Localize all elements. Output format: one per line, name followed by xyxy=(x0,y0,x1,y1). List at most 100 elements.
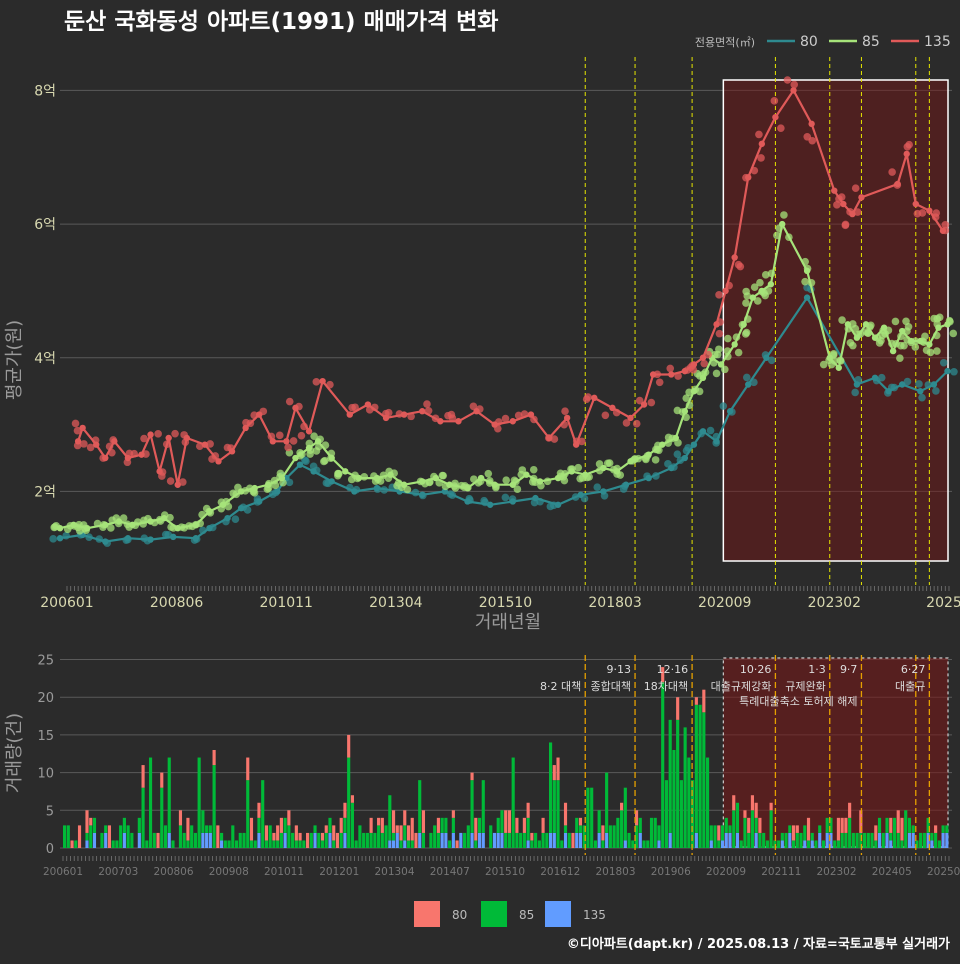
volume-bar-85 xyxy=(350,802,354,848)
volume-bar-85 xyxy=(810,832,814,841)
volume-bar-80 xyxy=(324,825,328,833)
price-point-80 xyxy=(243,506,252,514)
volume-xtick-label-10: 201803 xyxy=(595,866,635,878)
volume-xtick-label-1: 200703 xyxy=(98,866,138,878)
price-marker-80 xyxy=(206,524,213,532)
volume-bar-85 xyxy=(896,832,900,848)
price-marker-135 xyxy=(346,411,353,418)
volume-bar-85 xyxy=(474,840,478,848)
volume-bar-85 xyxy=(713,825,717,848)
volume-bar-85 xyxy=(324,832,328,848)
volume-bar-85 xyxy=(582,825,586,848)
volume-bar-85 xyxy=(466,825,470,848)
volume-bar-80 xyxy=(406,825,411,841)
volume-bar-85 xyxy=(264,840,269,848)
volume-bar-85 xyxy=(66,825,70,848)
volume-bar-85 xyxy=(92,817,97,833)
volume-policy-label-0: 8·2 대책 xyxy=(540,680,581,693)
volume-bar-80 xyxy=(620,802,624,811)
price-point-135 xyxy=(647,398,656,407)
volume-bar-85 xyxy=(821,840,826,848)
price-point-135 xyxy=(803,133,812,141)
volume-bar-80 xyxy=(160,772,164,788)
price-marker-80 xyxy=(885,387,892,395)
price-ytick-label-1: 4억 xyxy=(34,351,56,367)
volume-bar-80 xyxy=(526,802,530,818)
volume-bar-85 xyxy=(227,840,231,848)
volume-bar-85 xyxy=(743,817,747,848)
price-point-135 xyxy=(312,378,321,386)
price-point-135 xyxy=(166,477,175,485)
price-marker-135 xyxy=(731,254,738,261)
volume-bar-85 xyxy=(477,817,482,833)
price-point-80 xyxy=(918,393,926,402)
volume-bar-135 xyxy=(343,832,347,848)
price-marker-85 xyxy=(446,481,453,488)
volume-bar-85 xyxy=(597,810,601,833)
volume-bar-85 xyxy=(530,840,534,848)
price-point-80 xyxy=(706,426,715,435)
volume-bar-135 xyxy=(780,840,784,848)
volume-xtick-label-13: 202111 xyxy=(761,866,801,878)
volume-bar-80 xyxy=(249,817,254,841)
price-marker-135 xyxy=(758,140,766,148)
volume-policy-date-4: 1·3 xyxy=(808,663,826,676)
volume-bar-80 xyxy=(421,810,426,833)
volume-bar-85 xyxy=(769,810,773,848)
price-marker-80 xyxy=(853,381,861,388)
price-marker-80 xyxy=(310,468,317,475)
price-marker-85 xyxy=(645,451,652,458)
volume-bar-85 xyxy=(698,704,702,848)
volume-bar-85 xyxy=(238,832,242,848)
price-xtick-label-7: 202302 xyxy=(808,595,861,611)
price-series-135 xyxy=(71,76,950,488)
volume-xtick-label-14: 202302 xyxy=(816,866,856,878)
volume-bar-85 xyxy=(444,817,448,833)
volume-bar-85 xyxy=(186,840,190,848)
price-marker-80 xyxy=(373,484,381,492)
volume-bar-85 xyxy=(706,757,710,848)
volume-bar-85 xyxy=(575,817,579,833)
price-xtick-label-8: 2025 xyxy=(926,595,960,611)
volume-bar-80 xyxy=(563,802,568,826)
volume-bar-135 xyxy=(578,832,583,848)
volume-bar-85 xyxy=(302,840,306,848)
volume-policy-date-2: 12·16 xyxy=(657,663,689,676)
volume-bar-135 xyxy=(391,840,396,848)
volume-bar-85 xyxy=(332,840,336,848)
price-point-85 xyxy=(574,463,583,472)
volume-bar-135 xyxy=(709,840,713,848)
volume-bar-80 xyxy=(515,817,519,833)
volume-bar-85 xyxy=(399,840,403,848)
volume-bar-85 xyxy=(717,840,721,848)
price-point-135 xyxy=(501,414,510,423)
price-point-80 xyxy=(673,450,682,458)
volume-bar-85 xyxy=(877,817,882,833)
volume-bar-135 xyxy=(818,832,822,848)
price-marker-85 xyxy=(192,521,200,529)
price-marker-135 xyxy=(849,210,856,218)
volume-bar-85 xyxy=(85,832,89,841)
legend-bottom-swatch-80 xyxy=(414,901,440,927)
volume-bar-85 xyxy=(433,825,437,848)
price-point-135 xyxy=(80,440,88,448)
volume-bar-85 xyxy=(272,840,276,848)
price-marker-80 xyxy=(917,387,924,395)
price-marker-80 xyxy=(328,478,335,485)
volume-bar-85 xyxy=(249,840,254,848)
volume-ytick-label-3: 15 xyxy=(37,729,54,744)
price-marker-80 xyxy=(803,294,811,301)
volume-bar-135 xyxy=(395,832,399,848)
price-marker-80 xyxy=(486,501,494,508)
volume-bar-80 xyxy=(470,772,474,781)
price-line-135 xyxy=(77,89,944,486)
price-marker-85 xyxy=(237,488,245,495)
volume-bar-80 xyxy=(178,810,183,826)
volume-bar-80 xyxy=(694,697,698,705)
volume-bar-85 xyxy=(945,825,949,833)
volume-bar-85 xyxy=(623,787,627,841)
legend-bottom-label-85: 85 xyxy=(519,908,534,922)
price-point-85 xyxy=(528,478,537,486)
price-marker-80 xyxy=(351,488,358,495)
price-point-135 xyxy=(841,220,850,229)
